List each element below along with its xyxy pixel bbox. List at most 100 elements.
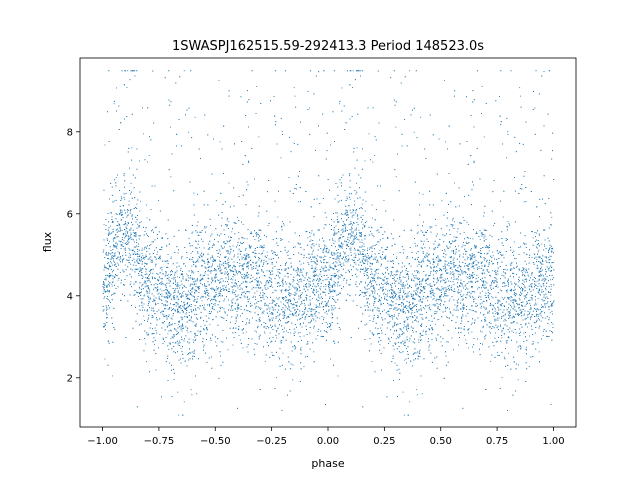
data-point — [288, 304, 289, 306]
data-point — [330, 358, 331, 360]
data-point — [242, 329, 244, 330]
data-point — [333, 280, 335, 282]
data-point — [121, 210, 123, 212]
data-point — [242, 347, 244, 349]
data-point — [197, 261, 199, 263]
data-point — [403, 324, 405, 326]
data-point — [258, 136, 260, 138]
data-point — [115, 177, 117, 178]
data-point — [327, 301, 329, 303]
data-point — [507, 336, 509, 338]
data-point — [236, 314, 238, 316]
data-point — [276, 337, 277, 339]
data-point — [522, 269, 523, 271]
data-point — [190, 293, 192, 295]
data-point — [322, 268, 324, 269]
data-point — [402, 297, 403, 299]
data-point — [127, 211, 128, 213]
data-point — [329, 323, 330, 324]
data-point — [339, 253, 341, 255]
data-point — [365, 267, 366, 269]
data-point — [232, 279, 234, 281]
data-point — [231, 231, 233, 233]
data-point — [154, 343, 155, 345]
data-point — [306, 343, 308, 345]
data-point — [168, 348, 170, 350]
data-point — [343, 279, 345, 281]
data-point — [248, 274, 250, 275]
data-point — [468, 224, 470, 225]
data-points — [102, 70, 555, 416]
data-point — [315, 243, 317, 245]
data-point — [540, 294, 541, 296]
data-point — [387, 290, 388, 292]
data-point — [345, 228, 346, 229]
data-point — [550, 285, 552, 287]
data-point — [348, 239, 350, 241]
data-point — [325, 216, 327, 218]
data-point — [103, 323, 105, 324]
data-point — [116, 214, 118, 215]
data-point — [508, 352, 509, 354]
data-point — [483, 313, 485, 315]
data-point — [509, 297, 511, 299]
data-point — [333, 283, 335, 285]
data-point — [533, 253, 535, 255]
data-point — [451, 263, 453, 265]
data-point — [114, 292, 115, 294]
data-point — [284, 322, 286, 324]
data-point — [110, 253, 111, 255]
data-point — [494, 270, 496, 272]
data-point — [481, 280, 483, 282]
data-point — [256, 284, 258, 285]
data-point — [529, 335, 530, 337]
data-point — [453, 236, 455, 238]
data-point — [452, 241, 454, 243]
data-point — [165, 308, 167, 309]
data-point — [322, 257, 324, 259]
data-point — [483, 136, 485, 138]
data-point — [161, 280, 163, 282]
data-point — [384, 334, 386, 335]
data-point — [315, 310, 317, 312]
data-point — [269, 313, 271, 315]
data-point — [212, 318, 214, 320]
data-point — [385, 288, 387, 290]
data-point — [107, 283, 109, 285]
data-point — [195, 324, 197, 326]
data-point — [114, 292, 116, 294]
data-point — [345, 272, 347, 273]
data-point — [537, 315, 539, 317]
data-point — [217, 296, 219, 298]
data-point — [420, 116, 422, 118]
data-point — [393, 254, 394, 255]
data-point — [272, 286, 274, 288]
data-point — [336, 283, 338, 285]
data-point — [380, 300, 382, 302]
data-point — [120, 212, 121, 214]
data-point — [513, 304, 515, 306]
data-point — [146, 268, 147, 270]
data-point — [418, 341, 420, 343]
data-point — [365, 200, 367, 202]
data-point — [400, 277, 402, 279]
data-point — [325, 285, 327, 287]
data-point — [158, 200, 159, 201]
data-point — [313, 288, 315, 290]
data-point — [145, 276, 147, 278]
data-point — [418, 339, 420, 341]
data-point — [431, 285, 433, 287]
data-point — [140, 221, 142, 223]
data-point — [508, 222, 510, 224]
data-point — [466, 276, 468, 278]
data-point — [553, 301, 554, 303]
data-point — [217, 289, 219, 291]
data-point — [248, 322, 250, 324]
data-point — [299, 290, 301, 292]
data-point — [370, 276, 372, 278]
data-point — [167, 333, 169, 335]
data-point — [492, 251, 494, 253]
data-point — [208, 303, 210, 305]
data-point — [119, 272, 121, 273]
data-point — [174, 309, 176, 311]
